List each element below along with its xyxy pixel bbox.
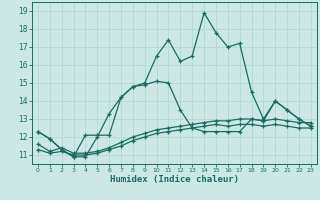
X-axis label: Humidex (Indice chaleur): Humidex (Indice chaleur): [110, 175, 239, 184]
